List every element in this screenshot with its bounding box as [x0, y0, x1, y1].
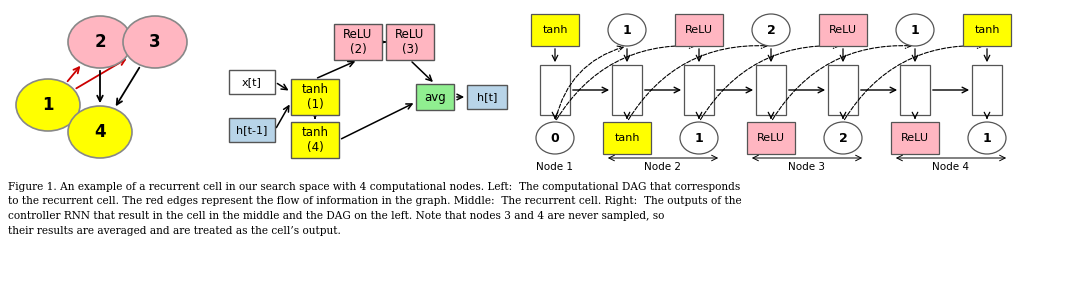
Text: avg: avg: [424, 90, 446, 103]
FancyBboxPatch shape: [828, 65, 858, 115]
Text: 4: 4: [94, 123, 106, 141]
Text: h[t-1]: h[t-1]: [237, 125, 268, 135]
FancyBboxPatch shape: [747, 122, 795, 154]
Text: their results are averaged and are treated as the cell’s output.: their results are averaged and are treat…: [8, 225, 341, 236]
FancyBboxPatch shape: [900, 65, 930, 115]
FancyBboxPatch shape: [756, 65, 786, 115]
Text: 1: 1: [623, 23, 632, 36]
FancyBboxPatch shape: [229, 70, 275, 94]
Text: ReLU: ReLU: [901, 133, 929, 143]
FancyBboxPatch shape: [531, 14, 579, 46]
FancyBboxPatch shape: [386, 24, 434, 60]
Text: Node 2: Node 2: [645, 162, 681, 172]
Text: 2: 2: [767, 23, 775, 36]
Text: Node 3: Node 3: [788, 162, 825, 172]
Text: 2: 2: [839, 131, 848, 144]
Ellipse shape: [680, 122, 718, 154]
Ellipse shape: [608, 14, 646, 46]
FancyBboxPatch shape: [891, 122, 939, 154]
Text: ReLU: ReLU: [757, 133, 785, 143]
Text: ReLU: ReLU: [685, 25, 713, 35]
FancyBboxPatch shape: [416, 84, 454, 110]
Text: to the recurrent cell. The red edges represent the flow of information in the gr: to the recurrent cell. The red edges rep…: [8, 197, 742, 207]
FancyBboxPatch shape: [540, 65, 570, 115]
Text: controller RNN that result in the cell in the middle and the DAG on the left. No: controller RNN that result in the cell i…: [8, 211, 664, 221]
Text: 0: 0: [551, 131, 559, 144]
FancyBboxPatch shape: [675, 14, 723, 46]
FancyBboxPatch shape: [603, 122, 651, 154]
FancyBboxPatch shape: [963, 14, 1011, 46]
Text: Figure 1. An example of a recurrent cell in our search space with 4 computationa: Figure 1. An example of a recurrent cell…: [8, 182, 740, 192]
FancyBboxPatch shape: [684, 65, 714, 115]
Text: ReLU: ReLU: [829, 25, 858, 35]
Ellipse shape: [536, 122, 573, 154]
FancyBboxPatch shape: [291, 79, 339, 115]
Text: 1: 1: [983, 131, 991, 144]
Text: tanh: tanh: [615, 133, 639, 143]
Ellipse shape: [68, 106, 132, 158]
FancyBboxPatch shape: [612, 65, 642, 115]
FancyBboxPatch shape: [972, 65, 1002, 115]
FancyBboxPatch shape: [819, 14, 867, 46]
FancyBboxPatch shape: [467, 85, 507, 109]
Text: tanh: tanh: [974, 25, 1000, 35]
Text: ReLU
(2): ReLU (2): [343, 28, 373, 56]
Text: tanh: tanh: [542, 25, 568, 35]
Text: 1: 1: [910, 23, 919, 36]
Text: Node 1: Node 1: [537, 162, 573, 172]
Text: tanh
(4): tanh (4): [301, 126, 328, 154]
Text: 1: 1: [42, 96, 54, 114]
FancyBboxPatch shape: [291, 122, 339, 158]
Ellipse shape: [824, 122, 862, 154]
Text: h[t]: h[t]: [476, 92, 497, 102]
Ellipse shape: [16, 79, 80, 131]
Text: x[t]: x[t]: [242, 77, 262, 87]
Text: 2: 2: [94, 33, 106, 51]
FancyBboxPatch shape: [229, 118, 275, 142]
Text: 3: 3: [149, 33, 161, 51]
FancyBboxPatch shape: [334, 24, 382, 60]
Ellipse shape: [68, 16, 132, 68]
Text: 1: 1: [694, 131, 703, 144]
Text: tanh
(1): tanh (1): [301, 83, 328, 111]
Ellipse shape: [968, 122, 1005, 154]
Text: ReLU
(3): ReLU (3): [395, 28, 424, 56]
Ellipse shape: [896, 14, 934, 46]
Ellipse shape: [752, 14, 789, 46]
Text: Node 4: Node 4: [932, 162, 970, 172]
Ellipse shape: [123, 16, 187, 68]
